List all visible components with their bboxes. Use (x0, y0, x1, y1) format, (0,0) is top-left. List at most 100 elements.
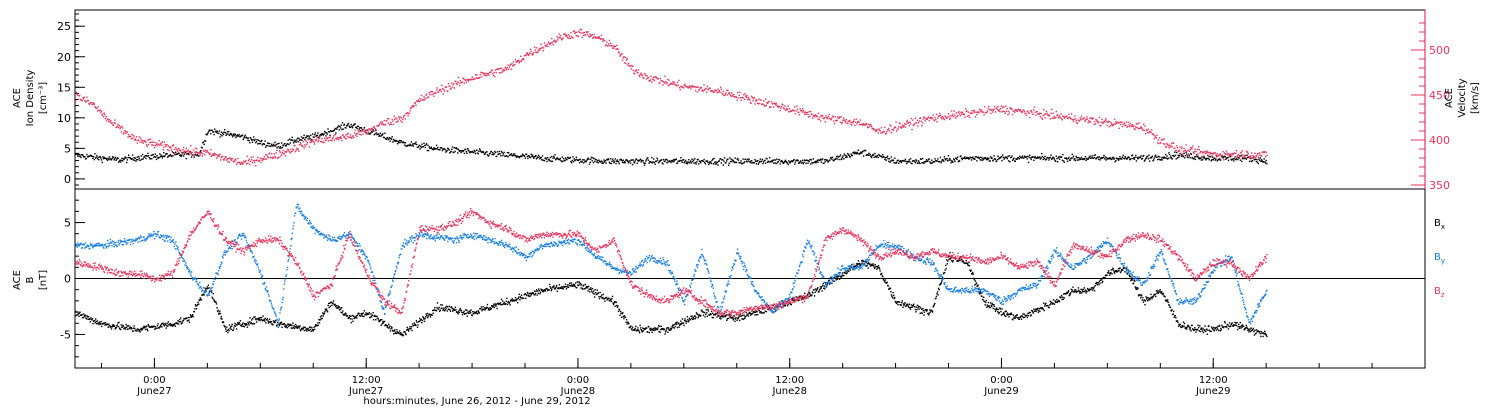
velocity-point (597, 36, 599, 38)
velocity-point (1225, 153, 1227, 156)
bx-point (217, 309, 219, 312)
bx-point (650, 327, 652, 330)
density-point (604, 161, 606, 163)
velocity-point (300, 144, 303, 147)
velocity-point (877, 132, 879, 134)
density-point (608, 161, 611, 163)
density-point (1103, 154, 1105, 157)
velocity-point (836, 119, 838, 121)
density-point (846, 156, 848, 158)
density-point (1114, 161, 1116, 163)
bx-point (320, 315, 323, 317)
bx-point (370, 316, 373, 318)
velocity-point (469, 79, 471, 81)
bx-point (229, 327, 231, 329)
velocity-point (281, 152, 283, 154)
velocity-point (909, 121, 911, 123)
density-point (1029, 154, 1031, 156)
density-point (1131, 154, 1134, 156)
density-point (624, 161, 626, 164)
density-point (1166, 155, 1168, 157)
bx-point (569, 282, 571, 284)
density-point (463, 149, 465, 152)
velocity-point (219, 153, 221, 155)
bx-point (729, 316, 732, 318)
velocity-point (552, 44, 554, 46)
bx-point (268, 321, 270, 323)
bx-point (487, 307, 489, 309)
bx-point (88, 316, 90, 318)
velocity-point (505, 67, 507, 70)
velocity-point (583, 31, 585, 34)
density-point (616, 160, 618, 162)
bx-point (112, 325, 114, 327)
density-point (1210, 160, 1212, 162)
density-point (201, 147, 203, 149)
velocity-point (826, 116, 828, 119)
velocity-point (1013, 111, 1016, 113)
velocity-point (239, 163, 242, 165)
velocity-point (1201, 155, 1203, 157)
bx-point (254, 316, 256, 318)
density-point (771, 160, 773, 163)
density-point (298, 137, 300, 139)
velocity-point (990, 112, 992, 115)
bx-point (673, 327, 675, 329)
density-point (365, 132, 368, 134)
velocity-point (1150, 131, 1152, 134)
velocity-point (941, 115, 944, 118)
density-point (1203, 155, 1205, 157)
velocity-point (441, 84, 443, 86)
density-point (1261, 160, 1263, 162)
bx-point (500, 298, 503, 301)
velocity-point (901, 126, 903, 128)
density-point (1166, 158, 1169, 160)
velocity-point (843, 119, 846, 121)
bx-point (400, 332, 402, 334)
bx-point (612, 303, 615, 306)
bx-point (423, 318, 425, 320)
density-point (929, 161, 931, 163)
legend-subscript: z (1441, 291, 1445, 299)
density-point (1011, 155, 1013, 157)
velocity-point (1189, 148, 1191, 151)
bx-point (503, 301, 505, 304)
density-point (1133, 158, 1136, 160)
velocity-point (774, 102, 776, 105)
bx-point (78, 312, 81, 314)
density-point (325, 135, 327, 137)
density-point (449, 151, 452, 153)
velocity-point (139, 137, 142, 139)
bx-point (234, 322, 236, 325)
velocity-point (282, 152, 285, 155)
bx-point (323, 312, 325, 314)
velocity-point (79, 94, 81, 97)
density-point (800, 160, 802, 162)
bx-point (449, 309, 451, 311)
density-point (553, 157, 556, 159)
bx-point (570, 285, 572, 287)
density-point (853, 151, 855, 153)
density-point (335, 132, 337, 134)
velocity-point (893, 127, 895, 129)
density-point (1143, 160, 1146, 162)
bx-point (494, 304, 496, 307)
velocity-point (1188, 150, 1191, 152)
velocity-point (1158, 137, 1161, 139)
bx-point (142, 326, 145, 329)
velocity-point (144, 140, 146, 142)
density-point (737, 159, 740, 161)
density-point (167, 156, 169, 158)
velocity-point (507, 64, 509, 66)
velocity-point (233, 160, 236, 162)
density-point (627, 162, 630, 164)
bx-point (451, 307, 453, 310)
density-point (1198, 158, 1200, 160)
velocity-point (229, 157, 231, 159)
velocity-point (1205, 152, 1208, 154)
velocity-point (737, 91, 739, 94)
density-point (484, 153, 486, 155)
density-point (1092, 157, 1095, 159)
density-point (527, 157, 529, 160)
bx-point (200, 299, 203, 301)
